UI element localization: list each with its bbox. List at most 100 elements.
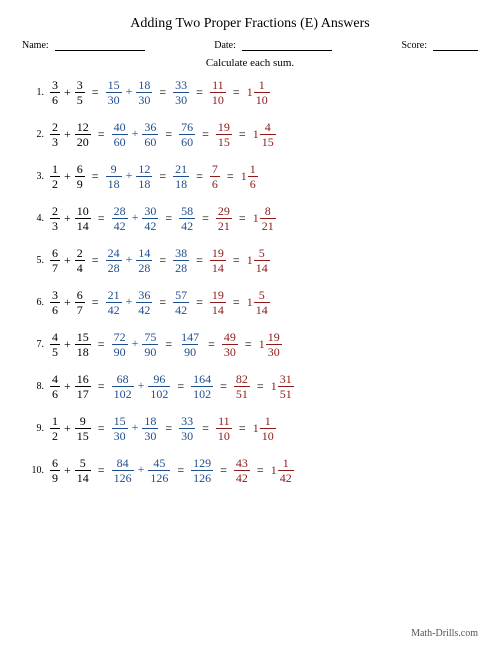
date-label: Date: [214,40,236,51]
problem-number: 1. [22,87,50,98]
problem-number: 5. [22,255,50,266]
fraction: 67 [75,289,85,316]
fraction: 1915 [216,121,232,148]
fraction: 4930 [222,331,238,358]
fraction: 23 [50,121,60,148]
fraction: 1428 [136,247,152,274]
fraction: 1218 [136,163,152,190]
work-step: 918+1218 [106,163,153,190]
fraction: 36 [50,79,60,106]
fraction: 3042 [142,205,158,232]
fraction: 67 [50,247,60,274]
problem-number: 3. [22,171,50,182]
fraction: 76 [210,163,220,190]
equals: = [220,169,241,184]
equals: = [91,211,112,226]
fraction: 68102 [112,373,134,400]
sum-step: 7660 [179,121,195,148]
mixed-number: 13151 [271,373,294,400]
sum-step: 3330 [179,415,195,442]
equals: = [232,211,253,226]
fraction: 1110 [216,415,232,442]
fraction: 1914 [210,289,226,316]
equals: = [158,337,179,352]
reduced-step: 1915 [216,121,232,148]
equals: = [170,379,191,394]
reduced-step: 1914 [210,289,226,316]
plus-op: + [60,127,75,142]
problem-row: 3.12+69=918+1218=2118=76=116 [22,163,478,190]
fraction: 1014 [75,205,91,232]
plus-op: + [60,295,75,310]
equals: = [85,85,106,100]
work-step: 2142+3642 [106,289,153,316]
fraction: 2921 [216,205,232,232]
fraction: 7290 [112,331,128,358]
problem-list: 1.36+35=1530+1830=3330=1110=11102.23+122… [22,79,478,484]
fraction: 4060 [112,121,128,148]
fraction: 164102 [191,373,213,400]
plus-op: + [60,169,75,184]
fraction: 1530 [106,79,122,106]
page-title: Adding Two Proper Fractions (E) Answers [22,16,478,32]
equals: = [152,85,173,100]
fraction: 14790 [179,331,201,358]
fraction: 2142 [106,289,122,316]
fraction: 918 [106,163,122,190]
plus-op: + [60,211,75,226]
name-label: Name: [22,40,49,51]
work-step: 2842+3042 [112,205,159,232]
problem-number: 4. [22,213,50,224]
fraction: 1110 [210,79,226,106]
problem-number: 10. [22,465,50,476]
fraction: 12 [50,163,60,190]
fraction: 1830 [136,79,152,106]
reduced-step: 1914 [210,247,226,274]
problem-number: 9. [22,423,50,434]
fraction: 3151 [278,373,294,400]
sum-step: 129126 [191,457,213,484]
reduced-step: 4342 [234,457,250,484]
fraction: 1830 [142,415,158,442]
fraction: 129126 [191,457,213,484]
mixed-number: 1514 [247,247,270,274]
fraction: 24 [75,247,85,274]
fraction: 514 [254,247,270,274]
equals: = [226,253,247,268]
equals: = [158,211,179,226]
equals: = [170,463,191,478]
mixed-number: 116 [241,163,258,190]
equals: = [195,421,216,436]
equals: = [85,295,106,310]
equals: = [201,337,222,352]
fraction: 69 [75,163,85,190]
fraction: 1220 [75,121,91,148]
equals: = [189,85,210,100]
fraction: 415 [260,121,276,148]
fraction: 7660 [179,121,195,148]
problem-row: 7.45+1518=7290+7590=14790=4930=11930 [22,331,478,358]
fraction: 1930 [266,331,282,358]
date-line [242,40,332,51]
fraction: 3660 [142,121,158,148]
fraction: 2118 [173,163,189,190]
equals: = [250,379,271,394]
problem-number: 6. [22,297,50,308]
equals: = [152,169,173,184]
fraction: 1617 [75,373,91,400]
problem-row: 2.23+1220=4060+3660=7660=1915=1415 [22,121,478,148]
equals: = [232,421,253,436]
equals: = [226,295,247,310]
fraction: 16 [248,163,258,190]
problem-number: 2. [22,129,50,140]
work-step: 2428+1428 [106,247,153,274]
sum-step: 2118 [173,163,189,190]
equals: = [213,379,234,394]
fraction: 1518 [75,331,91,358]
sum-step: 3828 [173,247,189,274]
plus-op: + [60,253,75,268]
equals: = [85,169,106,184]
plus-op: + [60,337,75,352]
reduced-step: 2921 [216,205,232,232]
fraction: 12 [50,415,60,442]
